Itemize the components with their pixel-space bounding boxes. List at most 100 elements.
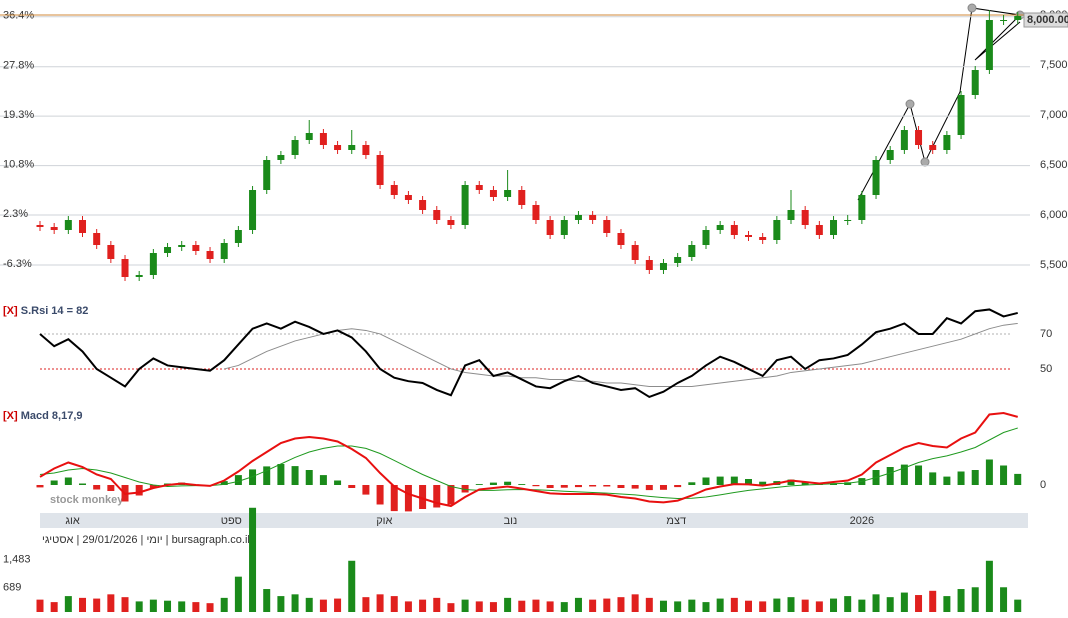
- pattern-lines: [857, 3, 1025, 201]
- volume-bar: [419, 599, 427, 612]
- candle-body: [79, 220, 87, 233]
- volume-bar: [801, 599, 809, 612]
- volume-bar: [334, 598, 342, 612]
- volume-bar: [858, 599, 866, 612]
- volume-bar: [560, 602, 568, 612]
- y2-tick-label: 27.8%: [3, 60, 34, 72]
- volume-bar: [404, 601, 412, 612]
- volume-bar: [730, 597, 738, 612]
- y2-tick-label: 2.3%: [3, 208, 28, 220]
- volume-bar: [1014, 599, 1022, 612]
- histogram-bar: [716, 476, 724, 485]
- candle-body: [745, 235, 752, 237]
- y-tick-label: 1,483: [3, 554, 31, 566]
- volume-bar: [773, 598, 781, 612]
- y2-tick-label: 36.4%: [3, 10, 34, 22]
- candle-body: [249, 190, 257, 230]
- volume-bar: [489, 602, 497, 612]
- x-tick-label: ספט: [221, 515, 242, 527]
- volume-bar: [348, 560, 356, 612]
- candle-body: [900, 130, 908, 150]
- candle-body: [348, 145, 356, 150]
- candle-body: [447, 220, 455, 225]
- candle-body: [858, 195, 866, 220]
- volume-bar: [447, 603, 455, 612]
- volume-bar: [192, 602, 200, 612]
- macd-line: [39, 411, 1018, 508]
- volume-bar: [249, 507, 257, 612]
- candle-body: [93, 233, 101, 245]
- histogram-bar: [659, 485, 667, 490]
- candle-body: [730, 225, 738, 235]
- watermark: stock monkey: [50, 494, 124, 506]
- volume-bar: [617, 597, 625, 612]
- volume-bar: [702, 602, 710, 612]
- histogram-bar: [943, 476, 951, 485]
- volume-bar: [915, 595, 923, 612]
- volume-bar: [957, 589, 965, 612]
- x-tick-label: דצמ: [666, 515, 686, 527]
- histogram-bar: [447, 485, 455, 505]
- volume-bar: [1000, 587, 1008, 612]
- candle-body: [971, 70, 979, 95]
- y-tick-label: 7,500: [1040, 59, 1068, 71]
- histogram-bar: [249, 469, 257, 485]
- candle-body: [234, 230, 242, 243]
- y-tick-label: 6,500: [1040, 159, 1068, 171]
- panel-title: [X] Macd 8,17,9: [3, 410, 83, 422]
- histogram-bar: [475, 484, 483, 485]
- candle-body: [135, 275, 143, 277]
- volume-bar: [815, 601, 823, 612]
- candle-body: [475, 185, 483, 190]
- volume-bar: [206, 603, 214, 612]
- candle-body: [617, 233, 625, 245]
- histogram-bar: [319, 475, 327, 485]
- candle-body: [419, 200, 427, 210]
- histogram-bar: [759, 481, 767, 485]
- candle-body: [461, 185, 469, 225]
- candle-body: [390, 185, 398, 195]
- histogram-bar: [404, 485, 412, 512]
- candle-body: [546, 220, 554, 235]
- histogram-bar: [730, 476, 738, 485]
- candle-body: [192, 245, 200, 251]
- x-tick-label: אוק: [376, 515, 392, 527]
- candle-body: [603, 220, 611, 233]
- histogram-bar: [64, 477, 72, 485]
- candle-body: [291, 140, 299, 155]
- volume-bar: [518, 600, 526, 612]
- candle-body: [121, 259, 129, 277]
- histogram-bar: [957, 471, 965, 485]
- histogram-bar: [702, 477, 710, 485]
- candle-body: [844, 220, 852, 221]
- candle-body: [759, 237, 767, 240]
- candle-body: [518, 190, 526, 205]
- histogram-bar: [234, 475, 242, 485]
- volume-bar: [135, 601, 143, 612]
- histogram-bar: [546, 485, 554, 488]
- y2-tick-label: 19.3%: [3, 109, 34, 121]
- candle-body: [277, 155, 285, 160]
- candle-body: [659, 263, 667, 270]
- volume-bar: [659, 600, 667, 612]
- histogram-bar: [50, 480, 58, 485]
- candle-body: [489, 190, 497, 197]
- x-axis-strip: [40, 513, 1028, 528]
- candle-body: [801, 210, 809, 225]
- volume-bar: [376, 594, 384, 612]
- candle-body: [305, 133, 313, 140]
- volume-bar: [872, 594, 880, 612]
- zigzag: [857, 7, 1022, 201]
- volume-bar: [787, 597, 795, 612]
- histogram-bar: [617, 485, 625, 488]
- x-tick-label: אוג: [65, 515, 80, 527]
- candle-body: [773, 220, 781, 240]
- volume-bar: [305, 597, 313, 612]
- volume-bar: [971, 587, 979, 612]
- volume-bar: [900, 592, 908, 612]
- title: Macd 8,17,9: [21, 410, 83, 422]
- candle-body: [943, 135, 951, 150]
- candle-body: [929, 145, 937, 150]
